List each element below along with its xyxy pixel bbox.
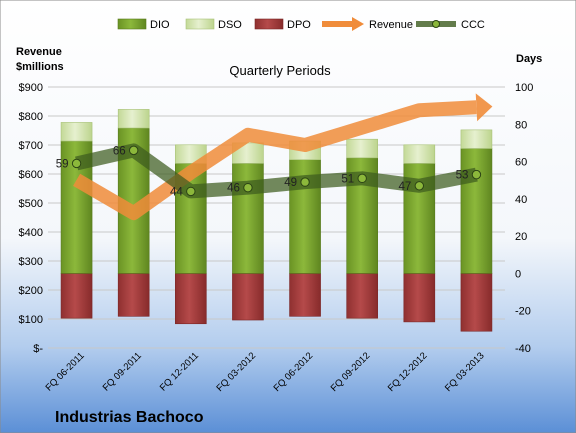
left-tick-label: $200	[19, 285, 43, 297]
left-tick-label: $400	[19, 227, 43, 239]
dso-bar	[403, 144, 436, 164]
dso-bar	[117, 109, 150, 129]
legend-item-dio: DIO	[117, 18, 170, 31]
ccc-data-label: 53	[456, 170, 469, 182]
dpo-bar	[60, 273, 93, 319]
left-tick-label: $500	[19, 198, 43, 210]
legend-item-revenue: Revenue	[322, 17, 413, 31]
left-axis-title-line1: Revenue	[16, 46, 62, 58]
company-name: Industrias Bachoco	[55, 409, 204, 426]
revenue-line	[73, 100, 477, 221]
right-tick-label: 20	[515, 231, 527, 243]
dpo-bar	[346, 273, 378, 319]
dso-bar	[60, 122, 93, 142]
legend-swatch	[117, 18, 147, 30]
ccc-point	[471, 169, 482, 180]
legend-item-dso: DSO	[185, 18, 242, 31]
right-tick-label: 0	[515, 268, 521, 280]
dpo-bar	[117, 273, 150, 317]
legend-arrowhead	[352, 17, 364, 31]
legend-item-dpo: DPO	[254, 18, 311, 31]
left-tick-label: $-	[33, 343, 43, 355]
left-tick-label: $300	[19, 256, 43, 268]
chart-title: Quarterly Periods	[229, 63, 331, 78]
legend-label: Revenue	[369, 19, 413, 31]
legend-swatch	[254, 18, 284, 30]
ccc-data-label: 59	[56, 158, 69, 170]
ccc-point	[300, 177, 310, 187]
dpo-bar	[403, 273, 436, 323]
left-tick-label: $600	[19, 169, 43, 181]
right-tick-label: -20	[515, 306, 531, 318]
legend-label: DSO	[218, 19, 242, 31]
right-tick-label: -40	[515, 343, 531, 355]
right-tick-label: 60	[515, 157, 527, 169]
dpo-bar	[289, 273, 321, 317]
right-tick-label: 40	[515, 194, 527, 206]
ccc-point	[128, 145, 139, 156]
legend-swatch	[185, 18, 215, 30]
right-tick-label: 100	[515, 82, 533, 94]
left-tick-label: $700	[19, 140, 43, 152]
legend-label: DIO	[150, 19, 170, 31]
ccc-line	[75, 143, 478, 199]
dio-bar	[460, 148, 493, 274]
ccc-point	[357, 173, 367, 184]
ccc-data-label: 47	[399, 181, 412, 193]
right-axis-ticks: -40 -20 0 20 40 60 80 100	[515, 82, 533, 355]
right-axis-title: Days	[516, 53, 542, 65]
revenue-series	[73, 93, 493, 221]
ccc-data-label: 51	[341, 173, 354, 185]
legend-item-ccc: CCC	[416, 19, 485, 31]
bars	[60, 109, 493, 332]
ccc-point	[71, 158, 82, 169]
ccc-data-label: 66	[113, 145, 126, 157]
ccc-data-label: 44	[170, 186, 183, 198]
dso-bar	[346, 138, 378, 159]
revenue-arrowhead	[475, 93, 493, 122]
left-tick-label: $800	[19, 111, 43, 123]
left-axis-ticks: $- $100 $200 $300 $400 $500 $600 $700 $800 $900	[19, 82, 44, 355]
ccc-point	[186, 186, 196, 197]
ccc-series: 59 66 44 46 49 51 47 53	[56, 143, 482, 199]
dpo-bar	[232, 273, 264, 321]
right-tick-label: 80	[515, 119, 527, 131]
ccc-point	[243, 182, 253, 193]
dso-bar	[460, 129, 493, 149]
left-tick-label: $900	[19, 82, 43, 94]
left-tick-label: $100	[19, 314, 43, 326]
ccc-data-label: 49	[284, 177, 297, 189]
ccc-data-label: 46	[227, 183, 240, 195]
ccc-point	[414, 181, 425, 191]
legend: DIO DSO DPO Revenue CCC	[117, 17, 485, 31]
dpo-bar	[460, 273, 493, 332]
legend-label: CCC	[461, 19, 485, 31]
legend-marker	[432, 20, 440, 28]
dpo-bar	[175, 273, 207, 325]
left-axis-title-line2: $millions	[16, 61, 64, 73]
legend-label: DPO	[287, 19, 311, 31]
